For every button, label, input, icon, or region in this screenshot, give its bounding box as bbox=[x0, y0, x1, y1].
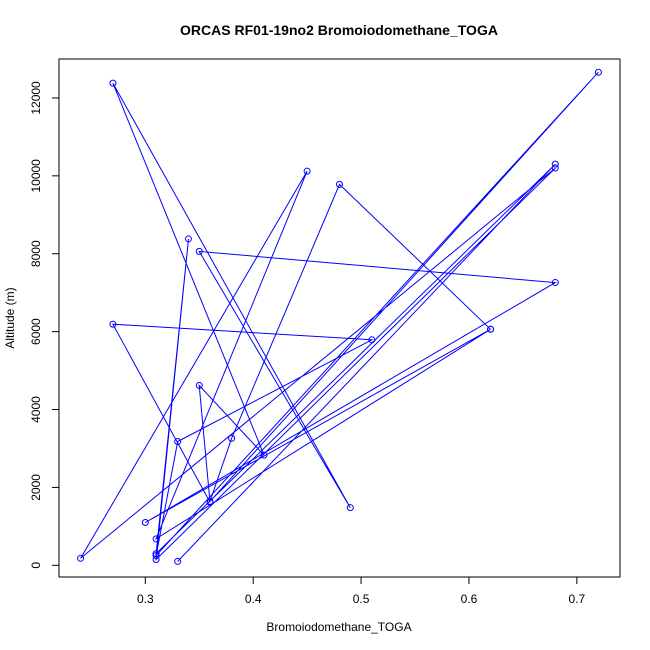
data-point bbox=[152, 552, 160, 560]
data-point bbox=[195, 381, 203, 389]
plot-frame bbox=[58, 58, 621, 578]
y-tick-label: 8000 bbox=[29, 240, 43, 267]
data-point bbox=[174, 437, 182, 445]
data-point bbox=[141, 518, 149, 526]
data-point bbox=[551, 160, 559, 168]
x-tick-label: 0.6 bbox=[461, 592, 478, 606]
y-tick-label: 6000 bbox=[29, 318, 43, 345]
x-tick-label: 0.5 bbox=[353, 592, 370, 606]
x-axis: 0.3 0.4 0.5 0.6 0.7 bbox=[137, 577, 586, 606]
y-tick-label: 4000 bbox=[29, 396, 43, 423]
series-bromoiodomethane bbox=[77, 68, 602, 565]
data-point bbox=[368, 336, 376, 344]
data-point bbox=[346, 504, 354, 512]
data-point bbox=[77, 554, 85, 562]
data-point bbox=[487, 325, 495, 333]
data-point bbox=[195, 247, 203, 255]
x-tick-label: 0.4 bbox=[245, 592, 262, 606]
data-point bbox=[551, 164, 559, 172]
y-tick-label: 2000 bbox=[29, 474, 43, 501]
data-point bbox=[336, 180, 343, 188]
chart-title: ORCAS RF01-19no2 Bromoiodomethane_TOGA bbox=[180, 22, 498, 38]
data-point bbox=[206, 497, 214, 505]
data-point bbox=[303, 167, 311, 175]
data-point bbox=[551, 279, 559, 287]
y-tick-label: 10000 bbox=[29, 159, 43, 193]
data-point bbox=[152, 535, 160, 543]
y-tick-label: 0 bbox=[29, 562, 43, 569]
data-point bbox=[152, 555, 160, 563]
x-tick-label: 0.3 bbox=[137, 592, 154, 606]
data-point bbox=[184, 235, 192, 243]
y-tick-label: 12000 bbox=[29, 81, 43, 115]
data-point bbox=[109, 79, 117, 87]
data-point bbox=[109, 320, 117, 328]
y-axis: 0 2000 4000 6000 8000 10000 12000 bbox=[29, 81, 59, 569]
y-axis-label: Altitude (m) bbox=[3, 287, 17, 348]
data-point bbox=[174, 557, 182, 565]
series-line bbox=[80, 71, 599, 562]
data-point bbox=[594, 68, 602, 76]
x-axis-label: Bromoiodomethane_TOGA bbox=[266, 620, 411, 634]
data-point bbox=[228, 434, 236, 442]
x-tick-label: 0.7 bbox=[569, 592, 586, 606]
data-point bbox=[260, 451, 268, 459]
